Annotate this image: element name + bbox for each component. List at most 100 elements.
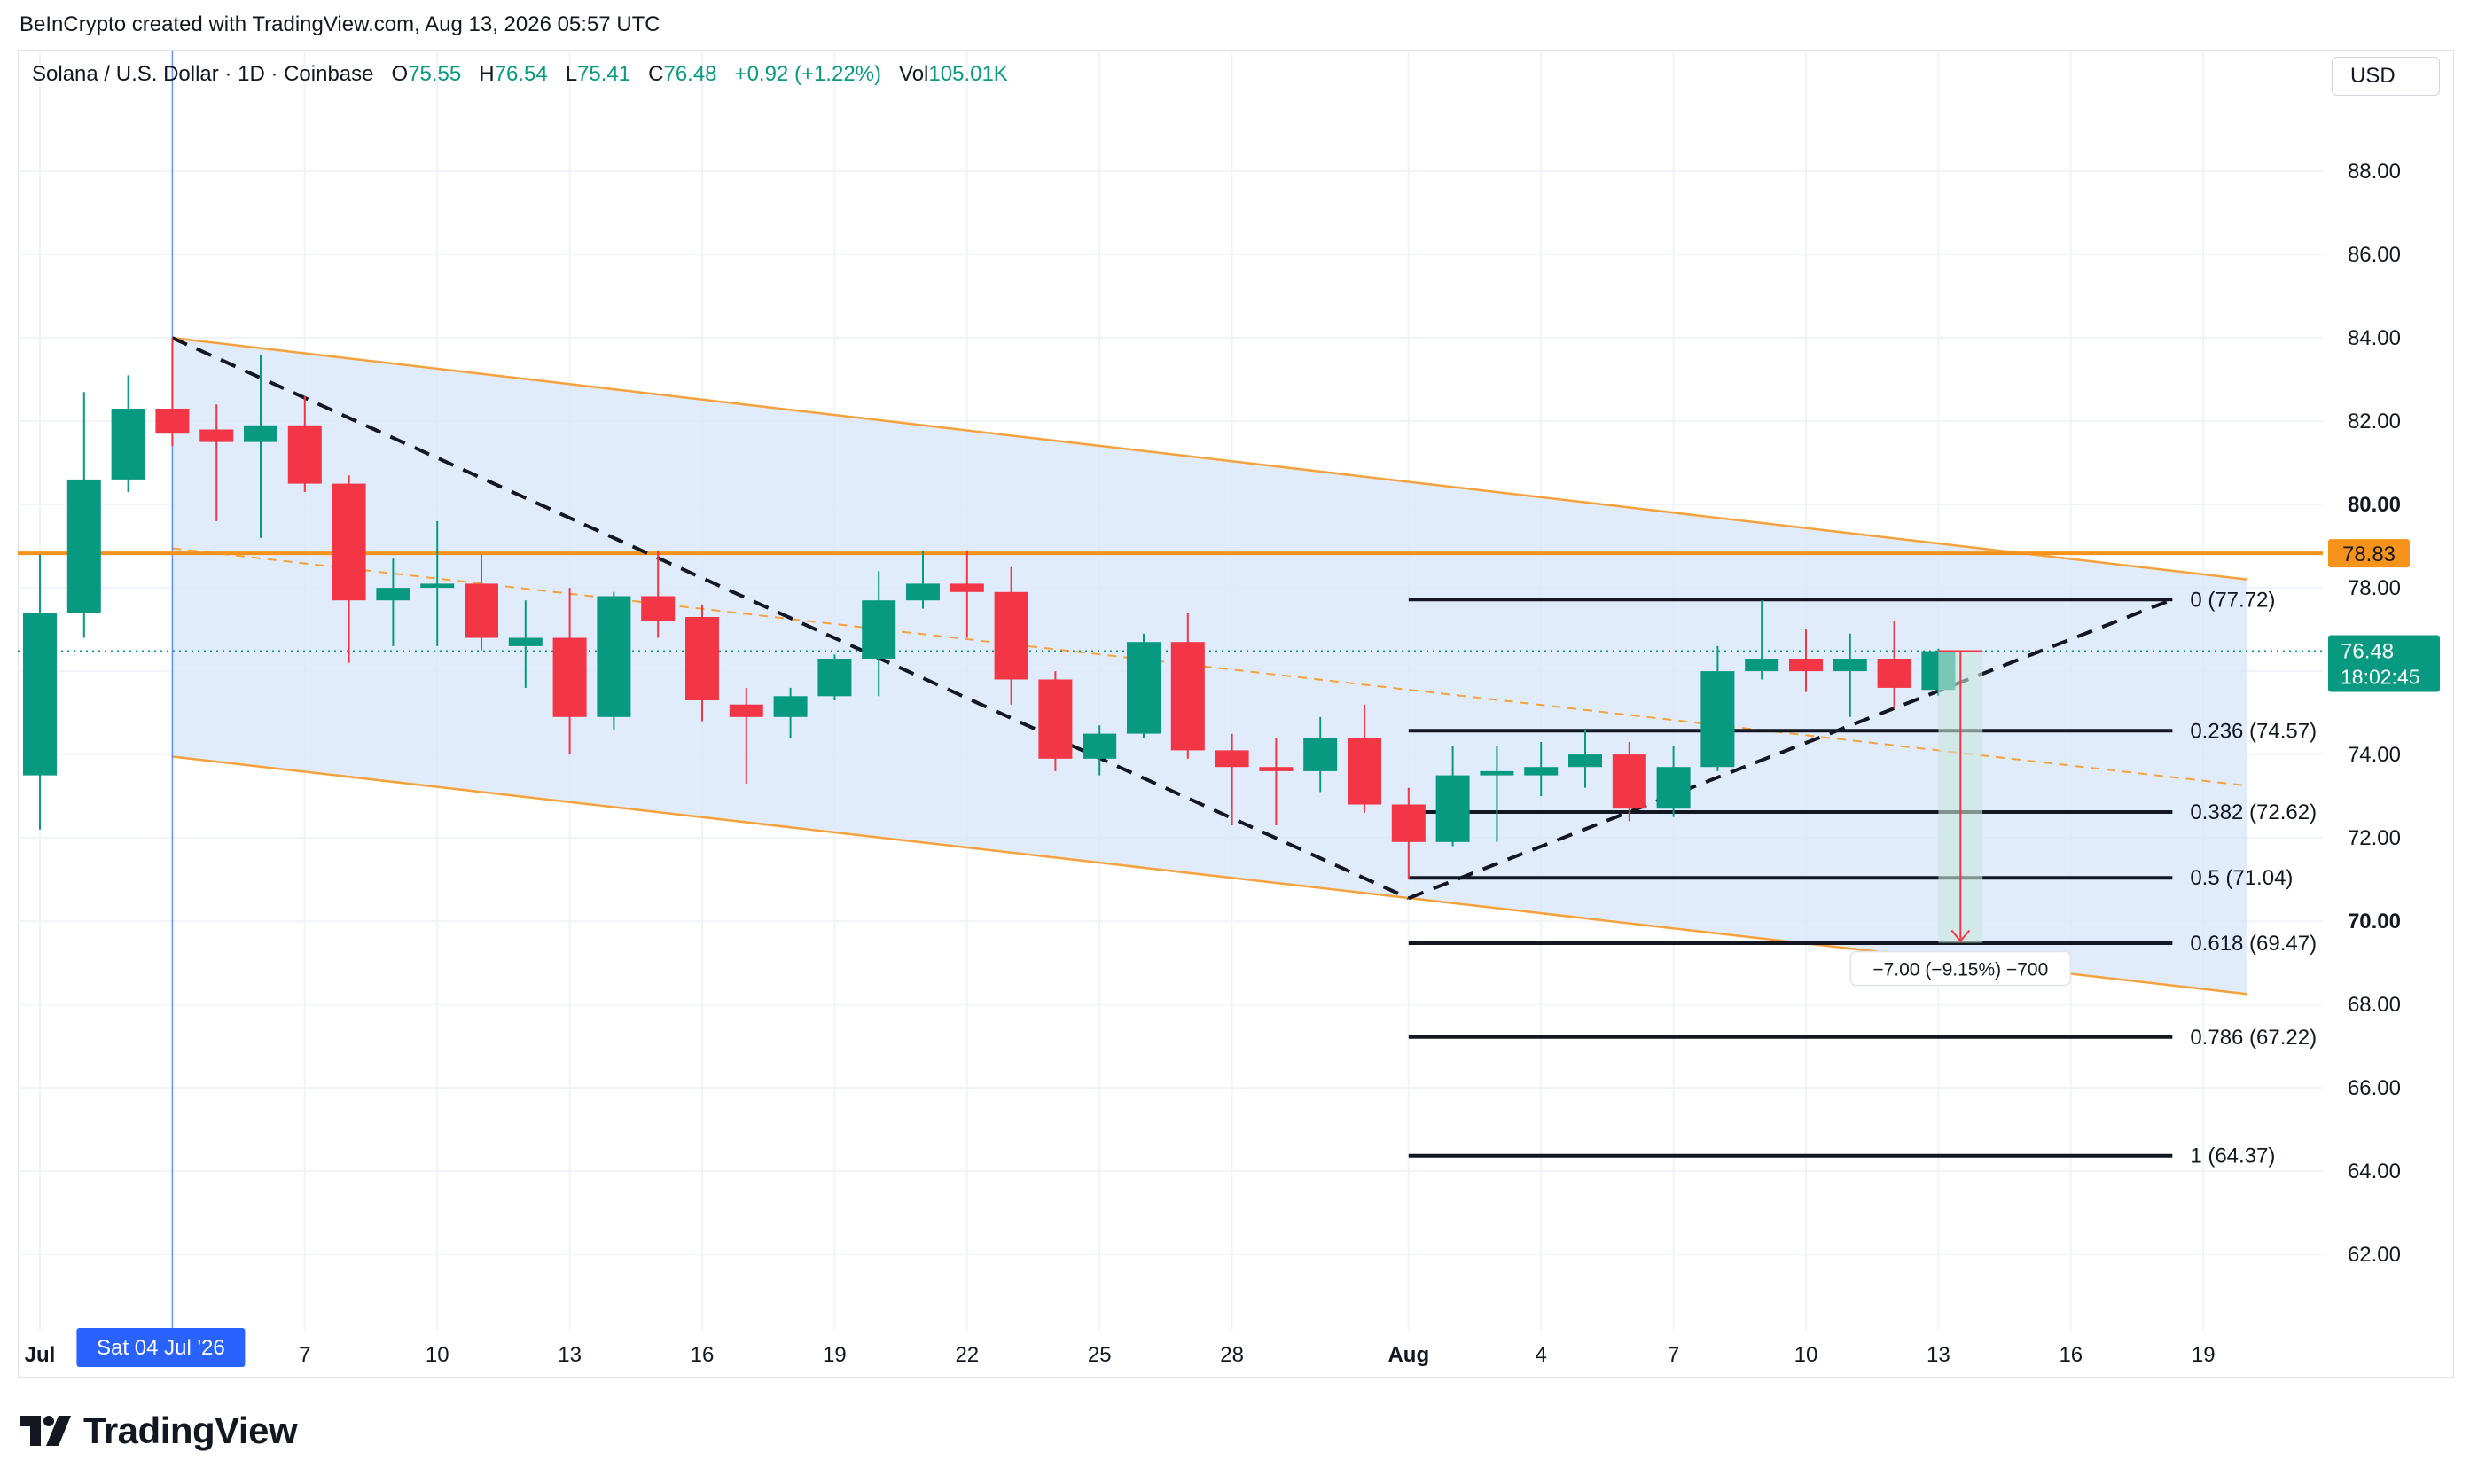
candle-body — [1833, 659, 1867, 672]
measure-label: −7.00 (−9.15%) −700 — [1872, 960, 2048, 980]
candle-body — [1303, 738, 1338, 771]
time-tick-label: 13 — [1927, 1343, 1950, 1367]
currency-button[interactable]: USD — [2332, 57, 2440, 96]
tradingview-logo[interactable]: TradingView — [20, 1410, 298, 1452]
time-tick-label: 7 — [1668, 1343, 1679, 1367]
price-range-measure: −7.00 (−9.15%) −700 — [1849, 650, 2072, 987]
candle-body — [906, 583, 940, 601]
candle-body — [1127, 642, 1161, 734]
time-tick-label: 19 — [823, 1343, 847, 1367]
trend-line-2 — [1408, 598, 2174, 901]
candle-body — [1568, 754, 1602, 768]
candle-body — [1700, 671, 1735, 768]
price-tick-label: 86.00 — [2348, 243, 2401, 267]
candles — [23, 338, 1956, 880]
price-tick-label: 68.00 — [2348, 993, 2401, 1017]
candle-body — [1348, 738, 1381, 805]
price-tick-label: 80.00 — [2348, 493, 2401, 517]
candle-body — [597, 596, 631, 717]
candle-body — [1435, 775, 1470, 842]
candle-body — [1170, 642, 1205, 751]
last-price-label: 76.48 — [2341, 640, 2394, 664]
fib-level-label: 0.5 (71.04) — [2190, 866, 2293, 890]
candle-body — [552, 637, 587, 717]
time-tick-label: 25 — [1088, 1343, 1112, 1367]
time-tick-label: Jul — [25, 1343, 56, 1367]
candle-body — [685, 617, 719, 700]
price-tick-label: 62.00 — [2348, 1243, 2401, 1267]
time-tick-label: 16 — [2059, 1343, 2083, 1367]
candle-body — [66, 479, 101, 613]
measure-label-box — [1849, 950, 2072, 987]
attribution-text: BeInCrypto created with TradingView.com,… — [20, 12, 660, 36]
symbol-name: Solana / U.S. Dollar · 1D · Coinbase — [32, 62, 374, 86]
time-tick-label: 10 — [1794, 1343, 1818, 1367]
candle-body — [465, 583, 498, 638]
fib-level-label: 0.786 (67.22) — [2190, 1026, 2317, 1050]
channel-upper-line — [172, 336, 2248, 581]
price-tick-label: 82.00 — [2348, 410, 2401, 433]
price-tick-label: 66.00 — [2348, 1076, 2401, 1100]
candle-body — [155, 409, 190, 434]
candle-body — [773, 696, 808, 717]
ohlc-open-label: O — [391, 62, 409, 86]
candle-body — [23, 613, 57, 776]
candle-body — [1038, 679, 1073, 759]
candle-body — [332, 483, 366, 601]
chart-frame — [18, 50, 2454, 1378]
price-axis: 62.0064.0066.0068.0070.0072.0074.0076.00… — [2328, 160, 2440, 1267]
ohlc-low-label: L — [565, 62, 578, 86]
price-tick-label: 78.00 — [2348, 576, 2401, 600]
fibonacci-retracement: 0 (77.72) 0.236 (74.57) 0.382 (72.62) 0.5 (… — [1408, 588, 2317, 1168]
candle-body — [420, 583, 455, 589]
time-tick-label: Aug — [1387, 1343, 1429, 1367]
candle-body — [199, 429, 234, 442]
tradingview-brand-text: TradingView — [83, 1410, 298, 1451]
price-tick-label: 70.00 — [2348, 910, 2401, 933]
trend-line-1 — [171, 336, 1410, 901]
volume-label: Vol — [899, 62, 929, 86]
time-tick-label: 19 — [2192, 1343, 2216, 1367]
ohlc-close: 76.48 — [663, 62, 717, 86]
channel-midline — [172, 547, 2248, 787]
time-tick-label: 4 — [1536, 1343, 1547, 1367]
drawing-lines — [18, 336, 2323, 901]
ohlc-high: 76.54 — [494, 62, 548, 86]
fib-level-label: 0.236 (74.57) — [2190, 719, 2317, 743]
time-axis: Jul 7 10 13 16 19 22 25 28 Aug 4 7 10 13 16 19 Sat 04 Ju… — [25, 1328, 2216, 1367]
candle-body — [1480, 770, 1514, 776]
candle-body — [1215, 750, 1249, 768]
candle-body — [1656, 767, 1691, 809]
candle-body — [1083, 733, 1117, 759]
price-tick-label: 84.00 — [2348, 326, 2401, 350]
candle-body — [244, 425, 277, 442]
candle-body — [287, 425, 322, 484]
candle-body — [1259, 767, 1294, 771]
ohlc-high-label: H — [479, 62, 495, 86]
ohlc-close-label: C — [648, 62, 664, 86]
volume-value: 105.01K — [928, 62, 1008, 86]
candle-body — [862, 600, 896, 659]
fib-level-label: 1 (64.37) — [2190, 1144, 2275, 1168]
resistance-price-label: 78.83 — [2342, 543, 2396, 566]
candle-body — [641, 596, 676, 621]
candle-body — [817, 659, 852, 697]
fib-level-label: 0 (77.72) — [2190, 588, 2275, 612]
symbol-legend[interactable]: Solana / U.S. Dollar · 1D · Coinbase O75… — [32, 62, 1008, 87]
measure-arrow-head — [1950, 929, 1971, 943]
candle-body — [111, 409, 145, 480]
tradingview-logo-icon — [20, 1416, 71, 1446]
countdown-label: 18:02:45 — [2341, 666, 2420, 689]
cursor-date-label: Sat 04 Jul '26 — [97, 1336, 225, 1360]
candle-body — [1391, 804, 1426, 842]
candle-body — [1789, 659, 1823, 672]
candle-body — [1612, 754, 1646, 809]
ohlc-open: 75.55 — [408, 62, 462, 86]
candle-body — [508, 637, 543, 646]
candle-body — [994, 591, 1028, 680]
cursor-date-tag — [76, 1328, 246, 1367]
time-tick-label: 10 — [426, 1343, 449, 1367]
candle-body — [950, 583, 984, 592]
time-tick-label: 16 — [691, 1343, 715, 1367]
